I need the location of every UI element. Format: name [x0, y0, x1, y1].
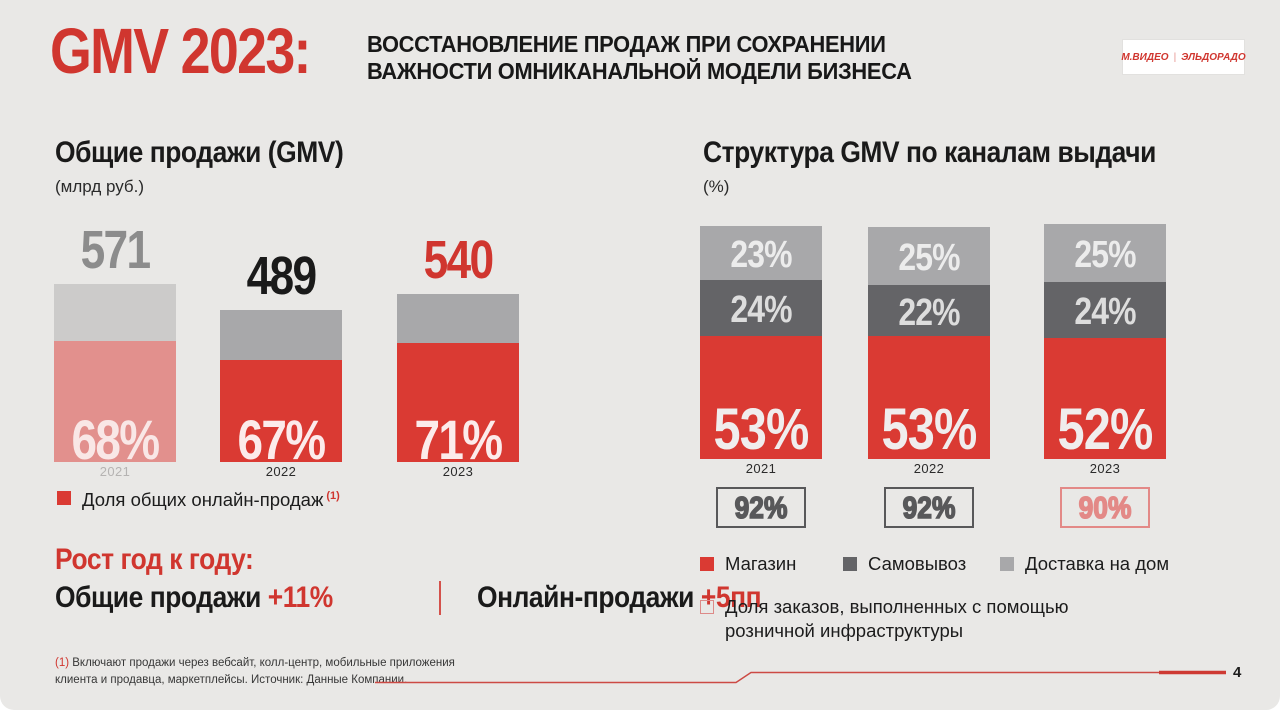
segment-store: 53%	[868, 336, 990, 459]
footnote-ref: (1)	[326, 489, 340, 502]
subtitle-line-1: ВОССТАНОВЛЕНИЕ ПРОДАЖ ПРИ СОХРАНЕНИИ	[367, 31, 886, 57]
company-logo: М.ВИДЕО | ЭЛЬДОРАДО	[1121, 39, 1246, 75]
segment-pickup: 22%	[868, 285, 990, 336]
bar: 67%	[220, 310, 342, 468]
year-label: 2022	[913, 461, 945, 476]
online-share-label: 71%	[414, 408, 504, 471]
segment-home-delivery: 25%	[868, 227, 990, 285]
footnote-line-1: (1) Включают продажи через вебсайт, колл…	[55, 657, 455, 669]
legend-label: Магазин	[725, 553, 797, 574]
infra-share-value: 90%	[1078, 490, 1132, 525]
legend-item-home-delivery: Доставка на дом	[1000, 553, 1169, 575]
segment-home-delivery: 23%	[700, 226, 822, 280]
logo-divider: |	[1173, 51, 1177, 63]
segment-store: 52%	[1044, 338, 1166, 459]
segment-pickup: 24%	[700, 280, 822, 336]
growth-online-value: +5пп	[700, 581, 762, 614]
legend-swatch-store	[700, 557, 714, 571]
stacked-bar: 25% 22% 53%	[868, 227, 990, 459]
bar: 68%	[54, 284, 176, 468]
bar-group-2022: 489 67% 2022	[220, 249, 342, 480]
footnote: (1) Включают продажи через вебсайт, колл…	[55, 655, 455, 689]
year-label: 2023	[1089, 461, 1121, 476]
channels-legend: Магазин Самовывоз Доставка на дом	[700, 553, 1180, 575]
segment-label: 24%	[1074, 291, 1136, 333]
segment-store: 53%	[700, 336, 822, 459]
bar-group-2023: 540 71% 2023	[397, 233, 519, 480]
segment-label: 23%	[730, 234, 792, 276]
online-share-label: 67%	[237, 408, 327, 471]
legend-label: Самовывоз	[868, 553, 967, 574]
infra-share-boxes: 92% 92% 90%	[700, 487, 1166, 528]
infra-share-box: 90%	[1060, 487, 1150, 528]
segment-label: 53%	[713, 397, 810, 462]
footnote-marker: (1)	[55, 657, 70, 669]
slide-subtitle: ВОССТАНОВЛЕНИЕ ПРОДАЖ ПРИ СОХРАНЕНИИ ВАЖ…	[367, 31, 912, 85]
legend-swatch-pickup	[843, 557, 857, 571]
page-number: 4	[1233, 664, 1242, 681]
segment-label: 52%	[1057, 397, 1154, 462]
left-chart-title: Общие продажи (GMV)	[55, 136, 344, 169]
infra-share-value: 92%	[734, 490, 788, 525]
growth-item-total: Общие продажи +11%	[55, 581, 333, 614]
segment-home-delivery: 25%	[1044, 224, 1166, 282]
bar-segment-online	[397, 343, 519, 462]
left-chart-unit: (млрд руб.)	[55, 177, 145, 196]
mvideo-wordmark: М.ВИДЕО	[1121, 51, 1169, 63]
infra-legend-swatch	[700, 600, 714, 614]
stacked-bar: 25% 24% 52%	[1044, 224, 1166, 459]
bar-value: 489	[246, 246, 318, 306]
bar: 71%	[397, 294, 519, 468]
legend-label: Доставка на дом	[1025, 553, 1170, 574]
segment-label: 25%	[898, 237, 960, 279]
year-label: 2021	[745, 461, 777, 476]
growth-item-online: Онлайн-продажи +5пп	[476, 581, 762, 614]
legend-item-store: Магазин	[700, 553, 796, 575]
right-chart-title: Структура GMV по каналам выдачи	[703, 136, 1156, 169]
online-share-label: 68%	[71, 408, 161, 471]
legend-swatch-red	[57, 491, 71, 505]
infra-share-box: 92%	[884, 487, 974, 528]
bar-segment-rest	[54, 284, 176, 341]
bar-value: 571	[80, 220, 152, 280]
legend-label: Доля общих онлайн-продаж (1)	[82, 489, 340, 510]
year-label: 2023	[442, 464, 474, 479]
segment-label: 24%	[730, 289, 792, 331]
online-sales-legend: Доля общих онлайн-продаж (1)	[57, 489, 340, 511]
segment-label: 53%	[881, 397, 978, 462]
footnote-line-2: клиента и продавца, маркетплейсы. Источн…	[55, 674, 408, 686]
infra-legend: Доля заказов, выполненных с помощью розн…	[700, 595, 1068, 643]
gmv-bar-chart: 571 68% 2021 489 67% 2022 540 71%	[54, 222, 520, 480]
year-label: 2021	[99, 464, 131, 479]
stacked-bar-group-2022: 25% 22% 53% 2022	[868, 227, 990, 477]
eldorado-wordmark: ЭЛЬДОРАДО	[1181, 51, 1246, 63]
growth-heading: Рост год к году:	[55, 543, 254, 576]
legend-swatch-home	[1000, 557, 1014, 571]
growth-section: Общие продажи +11% Онлайн-продажи +5пп	[55, 581, 800, 615]
page-title: GMV 2023:	[50, 15, 311, 87]
gmv-structure-chart: 23% 24% 53% 2021 25% 22% 53% 2022 25% 24…	[700, 224, 1166, 477]
infra-share-value: 92%	[902, 490, 956, 525]
growth-total-value: +11%	[267, 581, 333, 614]
bar-value: 540	[423, 230, 495, 290]
bar-segment-rest	[397, 294, 519, 343]
bar-segment-online	[54, 341, 176, 462]
stacked-bar-group-2021: 23% 24% 53% 2021	[700, 226, 822, 477]
subtitle-line-2: ВАЖНОСТИ ОМНИКАНАЛЬНОЙ МОДЕЛИ БИЗНЕСА	[367, 58, 912, 84]
growth-divider	[438, 581, 441, 615]
segment-label: 25%	[1074, 234, 1136, 276]
bar-group-2021: 571 68% 2021	[54, 223, 176, 480]
stacked-bar-group-2023: 25% 24% 52% 2023	[1044, 224, 1166, 477]
stacked-bar: 23% 24% 53%	[700, 226, 822, 459]
year-label: 2022	[265, 464, 297, 479]
bar-segment-rest	[220, 310, 342, 360]
legend-item-pickup: Самовывоз	[843, 553, 966, 575]
infra-legend-label: Доля заказов, выполненных с помощью розн…	[725, 596, 1069, 641]
infra-share-box: 92%	[716, 487, 806, 528]
segment-pickup: 24%	[1044, 282, 1166, 338]
segment-label: 22%	[898, 291, 960, 334]
right-chart-unit: (%)	[703, 177, 730, 196]
bar-segment-online	[220, 360, 342, 462]
